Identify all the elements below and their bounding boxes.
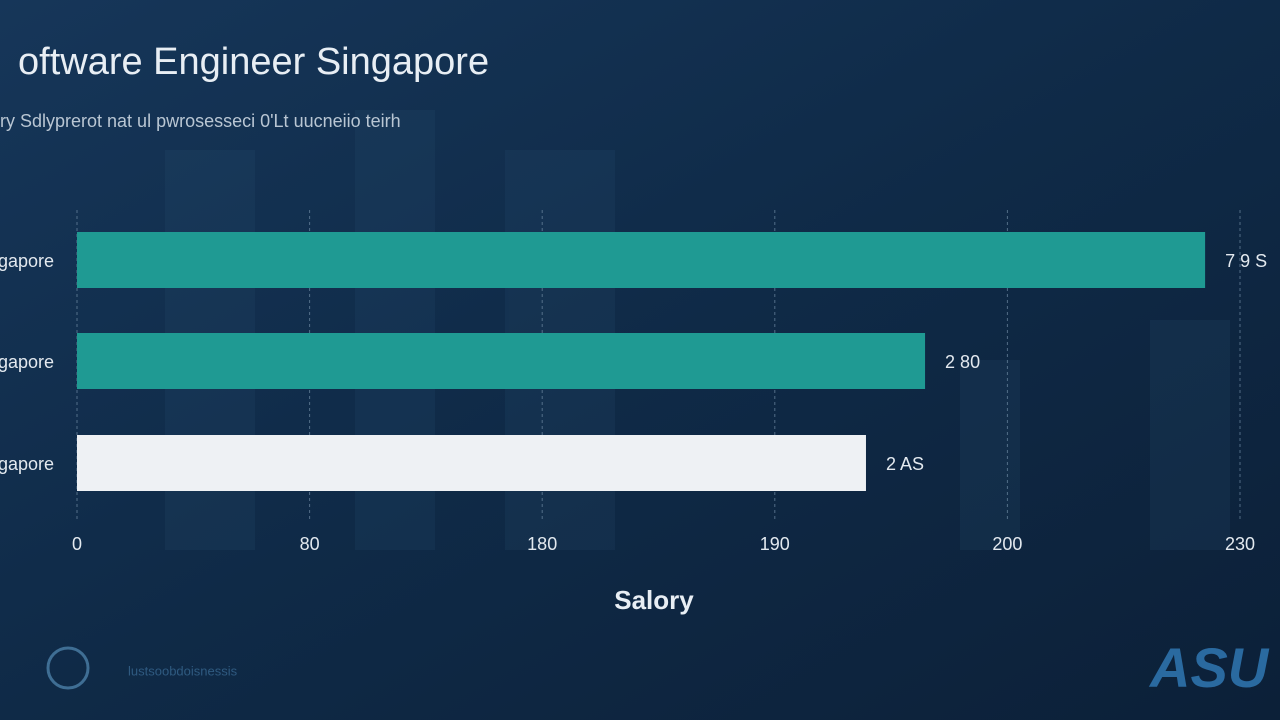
x-tick-label: 230	[1225, 534, 1255, 554]
chart-subtitle: ry Sdlyprerot nat ul pwrosesseci 0'Lt uu…	[0, 111, 401, 131]
value-label: 7 9 S	[1225, 251, 1267, 271]
y-tick-label: gapore	[0, 454, 54, 474]
x-tick-label: 180	[527, 534, 557, 554]
y-tick-label: gapore	[0, 352, 54, 372]
footer-icon	[46, 646, 90, 690]
x-tick-label: 80	[300, 534, 320, 554]
bar	[77, 435, 866, 491]
footer-text: lustsoobdoisnessis	[128, 663, 238, 678]
x-tick-label: 0	[72, 534, 82, 554]
x-axis-label: Salory	[614, 585, 694, 615]
value-label: 2 AS	[886, 454, 924, 474]
bar	[77, 333, 926, 389]
chart-title: oftware Engineer Singapore	[18, 41, 489, 83]
bar	[77, 232, 1206, 288]
x-tick-label: 190	[760, 534, 790, 554]
y-tick-label: ngapore	[0, 251, 54, 271]
logo: ASU	[1148, 636, 1270, 699]
x-tick-label: 200	[992, 534, 1022, 554]
value-label: 2 80	[945, 352, 980, 372]
